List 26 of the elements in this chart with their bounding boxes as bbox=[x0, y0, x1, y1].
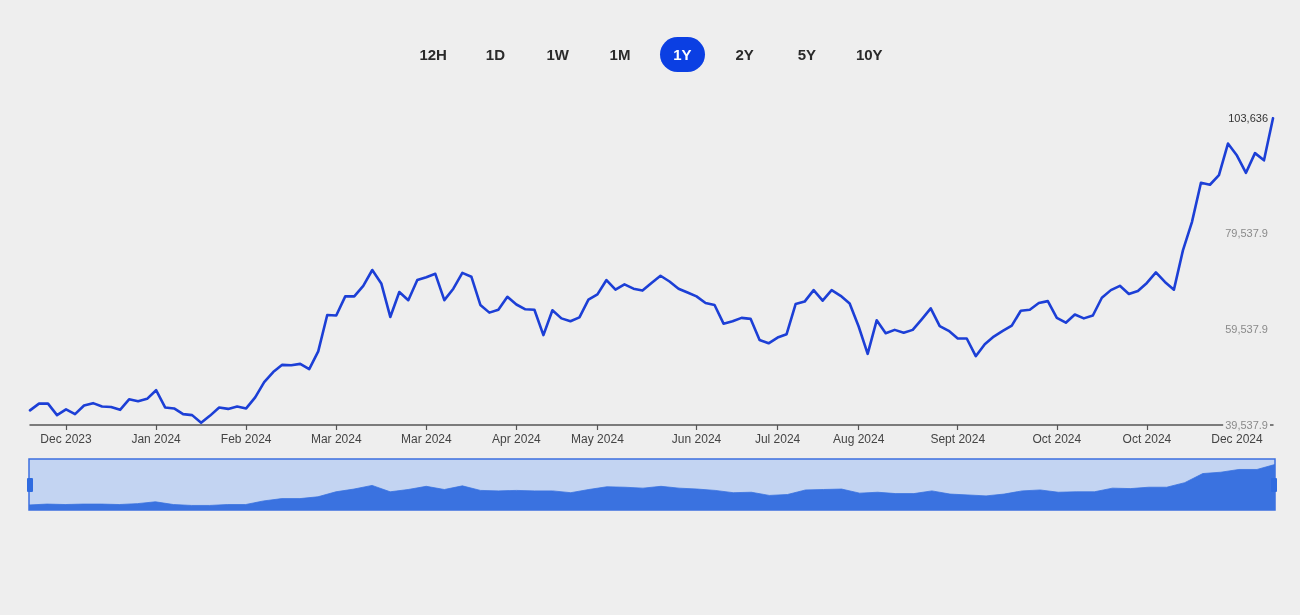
x-tick-label: Oct 2024 bbox=[1122, 432, 1172, 446]
range-button: 1Y bbox=[660, 37, 705, 72]
x-tick-label: Dec 2024 bbox=[1211, 432, 1263, 446]
range-label: 1M bbox=[608, 45, 632, 65]
x-tick-label: Apr 2024 bbox=[492, 432, 542, 446]
range-label: 10Y bbox=[854, 45, 884, 65]
range-label: 5Y bbox=[796, 45, 818, 65]
x-tick-label: Jun 2024 bbox=[671, 432, 722, 446]
x-tick-label: Jan 2024 bbox=[131, 432, 182, 446]
range-label: 2Y bbox=[734, 45, 755, 65]
x-tick-label: Mar 2024 bbox=[400, 432, 452, 446]
y-tick-label: 59,537.9 bbox=[1225, 323, 1268, 336]
range-label: 1D bbox=[484, 45, 507, 65]
x-tick-label: Jul 2024 bbox=[754, 432, 801, 446]
x-tick-label: Feb 2024 bbox=[220, 432, 272, 446]
x-tick-label: Dec 2023 bbox=[40, 432, 93, 446]
range-label: 1W bbox=[545, 45, 570, 65]
x-tick-label: Mar 2024 bbox=[310, 432, 362, 446]
range-label: 12H bbox=[418, 45, 448, 65]
x-tick-label: Aug 2024 bbox=[832, 432, 885, 446]
y-tick-label: 79,537.9 bbox=[1225, 227, 1268, 240]
y-tick-label: 39,537.9 bbox=[1225, 419, 1268, 431]
y-tick-label: 103,636 bbox=[1228, 112, 1268, 124]
x-tick-label: Oct 2024 bbox=[1032, 432, 1082, 446]
x-tick-label: May 2024 bbox=[571, 432, 625, 446]
x-tick-label: Sept 2024 bbox=[930, 432, 986, 446]
